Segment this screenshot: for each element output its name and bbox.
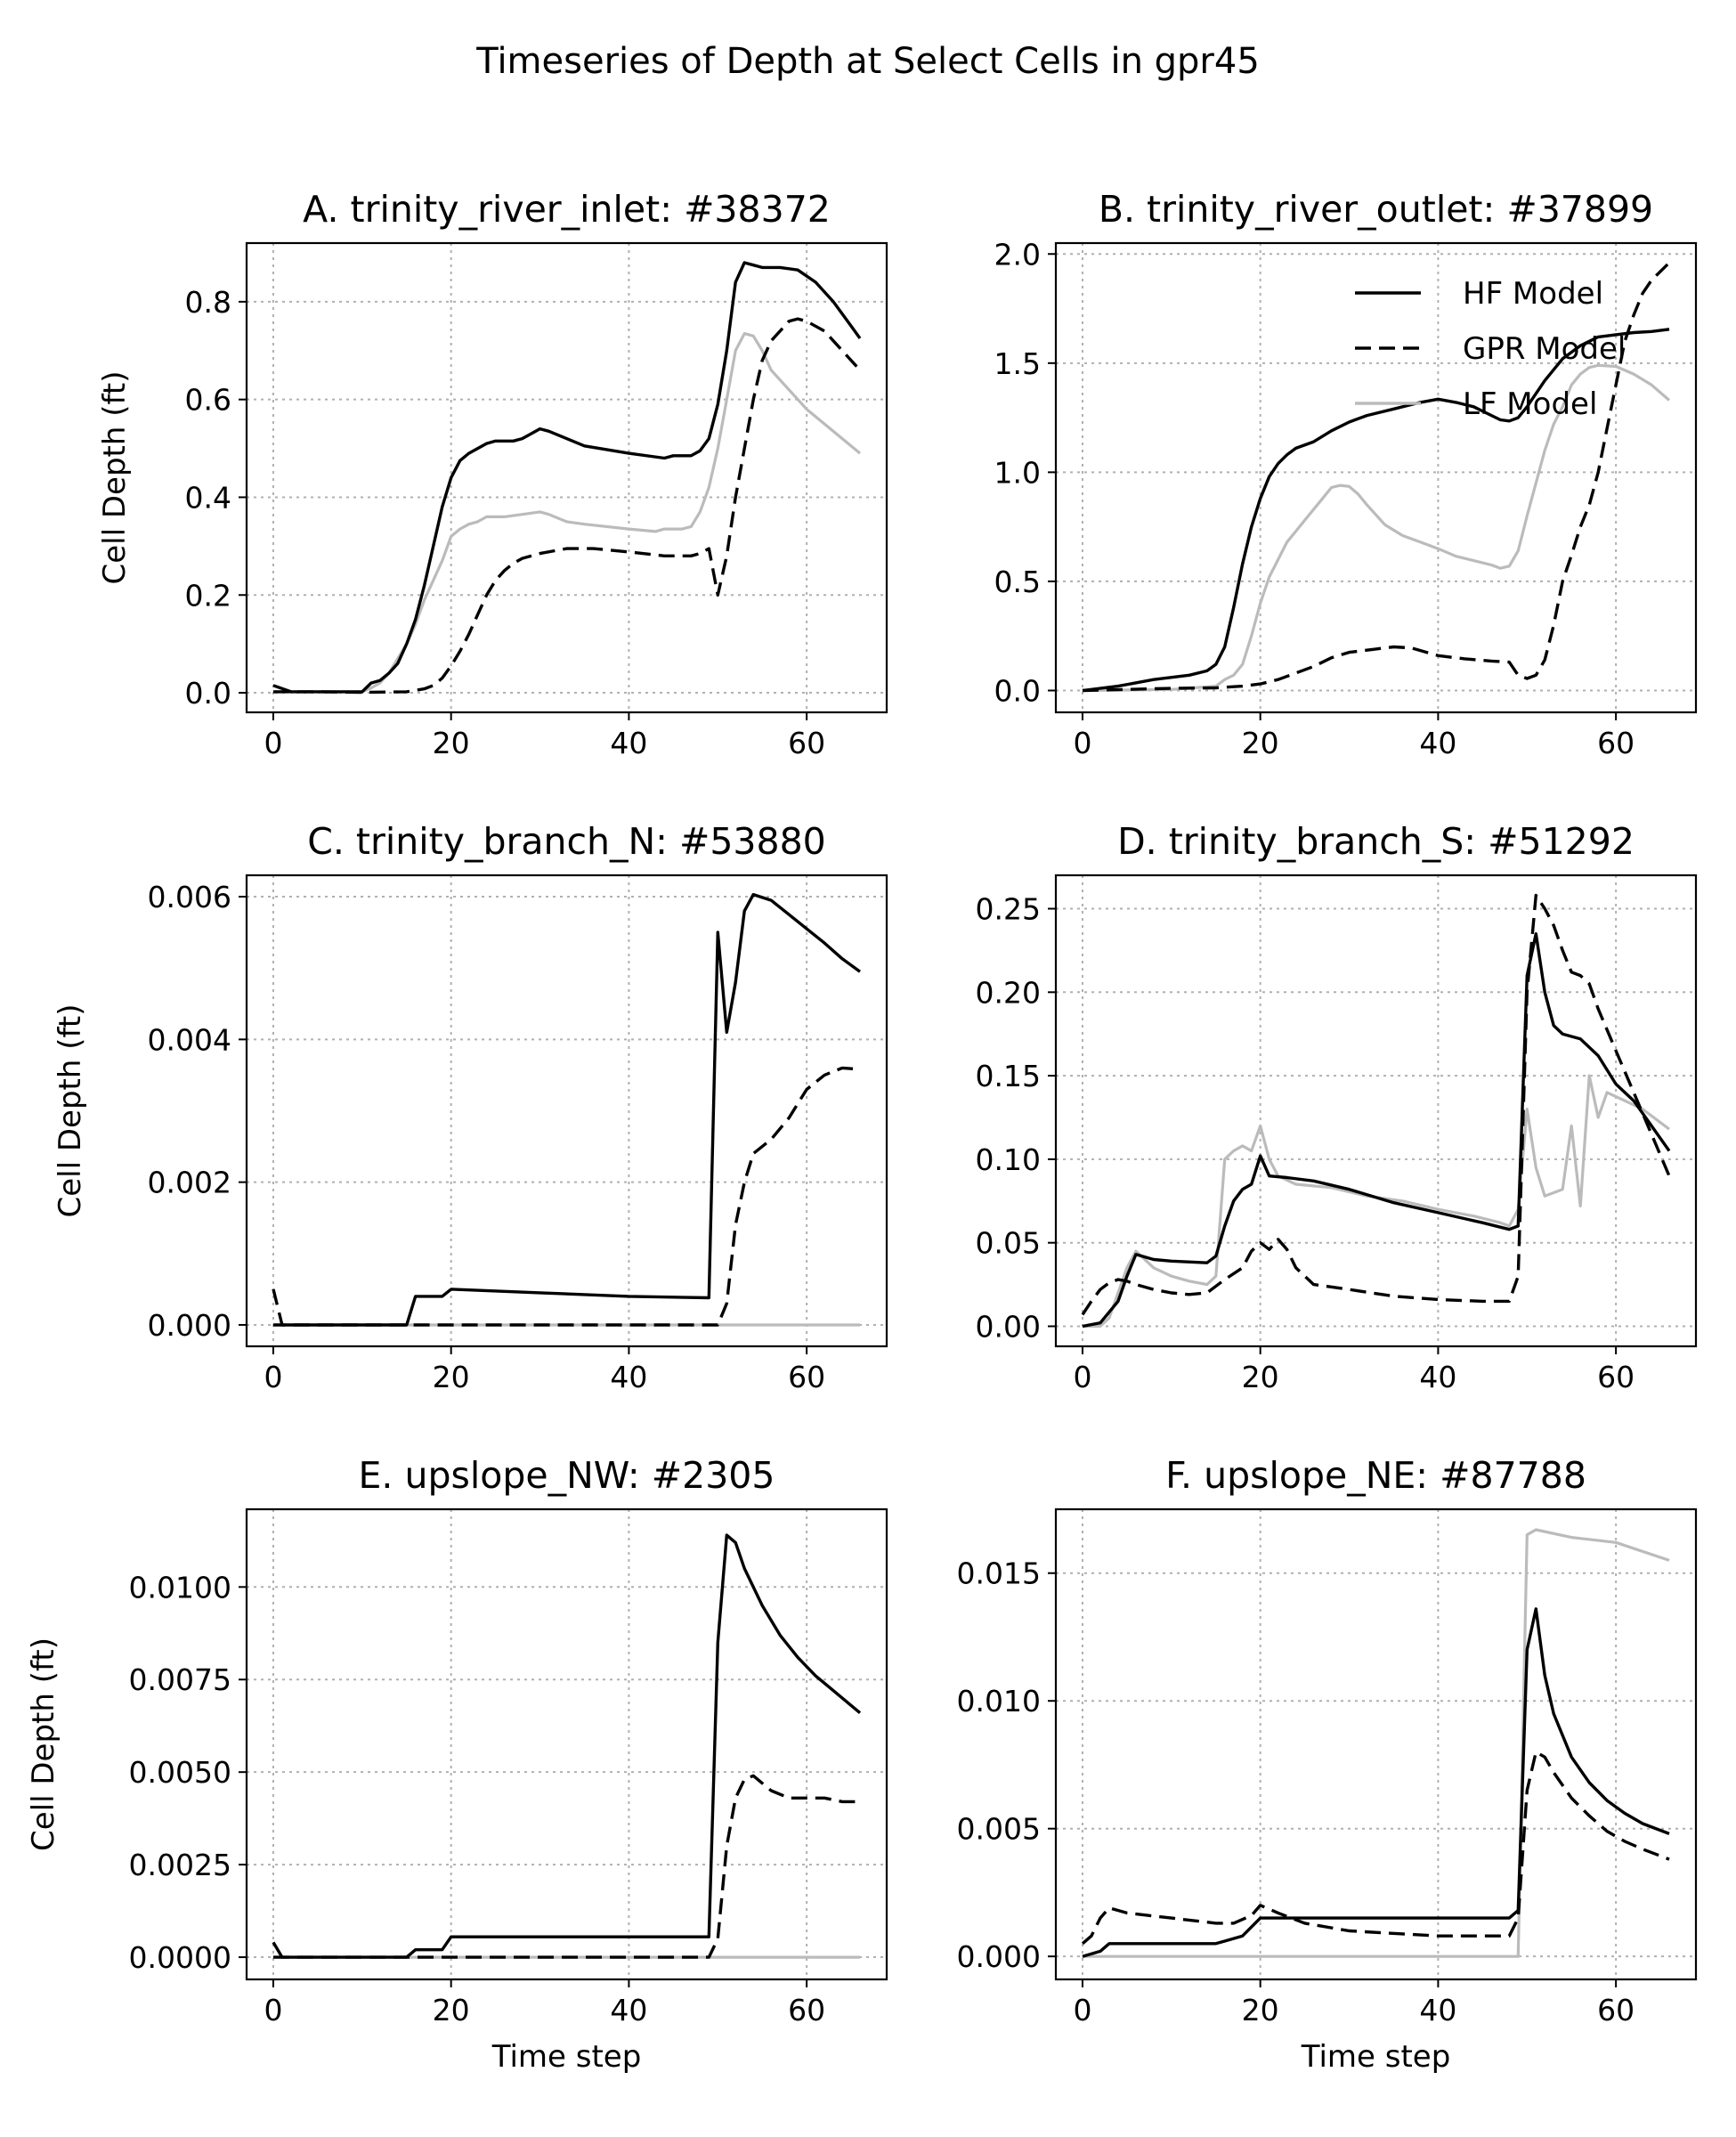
- series-line-hf: [1082, 328, 1670, 693]
- x-tick-label: 20: [433, 1360, 470, 1394]
- series-line-hf: [272, 1533, 862, 1959]
- x-tick-label: 20: [433, 726, 470, 760]
- y-tick-label: 0.0075: [129, 1662, 231, 1697]
- y-tick-label: 0.05: [976, 1226, 1041, 1261]
- series-line-gpr: [273, 1774, 860, 1959]
- legend-label: GPR Model: [1463, 331, 1626, 367]
- y-tick-label: 0.8: [185, 285, 231, 320]
- series-line-lf: [1083, 1074, 1670, 1329]
- x-tick-label: 60: [788, 1360, 825, 1394]
- plot-frame: [1054, 1507, 1698, 1981]
- legend-label: HF Model: [1463, 276, 1603, 312]
- x-tick-label: 60: [1597, 1360, 1635, 1394]
- y-tick-label: 0.000: [957, 1939, 1041, 1974]
- x-tick-label: 40: [1419, 1360, 1456, 1394]
- legend: HF Model GPR Model LF Model: [1355, 276, 1626, 422]
- series-line-hf: [1082, 932, 1671, 1329]
- panel-4: 0 20 40 60 0.00 0.05 0.10 0.15 0.20 0.25 D. trinit…: [976, 820, 1698, 1394]
- figure-title: Timeseries of Depth at Select Cells in g…: [475, 41, 1260, 82]
- x-tick-label: 60: [1597, 1993, 1635, 2027]
- panel-title: D. trinity_branch_S: #51292: [1117, 820, 1635, 863]
- panel-3: 0 20 40 60 0.000 0.002 0.004 0.006 C. trinity_br…: [53, 820, 888, 1394]
- series-line-lf: [1083, 1528, 1670, 1958]
- series-line-hf: [273, 892, 861, 1327]
- plot-frame: [245, 873, 888, 1348]
- y-tick-label: 0.2: [185, 578, 231, 613]
- panel-title: B. trinity_river_outlet: #37899: [1099, 188, 1653, 231]
- x-tick-label: 60: [788, 726, 825, 760]
- y-axis-label: Cell Depth (ft): [97, 371, 133, 585]
- series-line-gpr: [272, 1066, 861, 1327]
- y-tick-label: 0.0100: [129, 1570, 231, 1605]
- y-tick-label: 0.15: [976, 1059, 1041, 1093]
- x-axis-label: Time step: [491, 2039, 642, 2075]
- x-tick-label: 60: [788, 1993, 825, 2027]
- x-tick-label: 20: [433, 1993, 470, 2027]
- y-tick-label: 1.0: [994, 455, 1041, 490]
- x-tick-label: 20: [1242, 726, 1279, 760]
- x-tick-label: 0: [264, 1360, 282, 1394]
- series-line-lf: [273, 332, 862, 694]
- x-tick-label: 0: [264, 1993, 282, 2027]
- y-tick-label: 0.20: [976, 975, 1041, 1010]
- y-tick-label: 0.10: [976, 1142, 1041, 1177]
- y-axis-label: Cell Depth (ft): [53, 1004, 88, 1218]
- y-tick-label: 0.015: [957, 1556, 1041, 1591]
- x-tick-label: 0: [1073, 1993, 1091, 2027]
- y-tick-label: 0.006: [148, 880, 231, 914]
- y-tick-label: 0.0000: [129, 1940, 231, 1975]
- x-tick-label: 40: [610, 1993, 647, 2027]
- panel-title: F. upslope_NE: #87788: [1165, 1454, 1586, 1497]
- legend-label: LF Model: [1463, 386, 1597, 422]
- x-tick-label: 0: [1073, 1360, 1091, 1394]
- series-line-hf: [1082, 1607, 1670, 1958]
- series-line-gpr: [273, 317, 862, 695]
- x-tick-label: 40: [610, 1360, 647, 1394]
- x-tick-label: 40: [610, 726, 647, 760]
- y-tick-label: 0.4: [185, 480, 231, 515]
- panel-title: E. upslope_NW: #2305: [359, 1454, 775, 1497]
- panel-title: C. trinity_branch_N: #53880: [307, 820, 826, 863]
- y-tick-label: 0.00: [976, 1309, 1041, 1344]
- x-tick-label: 60: [1597, 726, 1635, 760]
- x-tick-label: 20: [1242, 1360, 1279, 1394]
- series-line-lf: [1082, 363, 1671, 693]
- series-line-gpr: [1081, 1750, 1670, 1946]
- panel-2: 0 20 40 60 0.0 0.5 1.0 1.5 2.0 B. trinity_river_o…: [994, 188, 1698, 760]
- y-tick-label: 0.002: [148, 1166, 231, 1200]
- panel-6: 0 20 40 60 0.000 0.005 0.010 0.015 F. upslope_NE…: [957, 1454, 1698, 2075]
- x-tick-label: 0: [1073, 726, 1091, 760]
- y-tick-label: 0.0: [185, 676, 231, 711]
- series-line-hf: [272, 261, 862, 694]
- panel-1: 0 20 40 60 0.0 0.2 0.4 0.6 0.8 A. trinity_river_i…: [97, 188, 888, 760]
- y-tick-label: 2.0: [994, 237, 1041, 272]
- panel-5: 0 20 40 60 0.0000 0.0025 0.0050 0.0075 0.0100 E. …: [26, 1454, 888, 2075]
- plot-frame: [1054, 241, 1698, 714]
- series-line-gpr: [1081, 893, 1671, 1316]
- x-axis-label: Time step: [1301, 2039, 1451, 2075]
- plot-frame: [1054, 873, 1698, 1348]
- y-tick-label: 0.25: [976, 892, 1041, 927]
- y-tick-label: 0.010: [957, 1684, 1041, 1719]
- x-tick-label: 20: [1242, 1993, 1279, 2027]
- y-tick-label: 0.000: [148, 1308, 231, 1343]
- x-tick-label: 0: [264, 726, 282, 760]
- plot-frame: [245, 1507, 888, 1981]
- y-tick-label: 0.5: [994, 565, 1041, 599]
- panel-title: A. trinity_river_inlet: #38372: [303, 188, 831, 231]
- x-tick-label: 40: [1419, 726, 1456, 760]
- y-axis-label: Cell Depth (ft): [26, 1637, 61, 1851]
- y-tick-label: 0.0050: [129, 1755, 231, 1790]
- y-tick-label: 0.0025: [129, 1848, 231, 1882]
- y-tick-label: 1.5: [994, 346, 1041, 381]
- y-tick-label: 0.005: [957, 1812, 1041, 1847]
- y-tick-label: 0.0: [994, 673, 1041, 708]
- x-tick-label: 40: [1419, 1993, 1456, 2027]
- y-tick-label: 0.6: [185, 383, 231, 418]
- series-line-gpr: [1082, 261, 1671, 693]
- plot-frame: [245, 241, 888, 714]
- y-tick-label: 0.004: [148, 1022, 231, 1057]
